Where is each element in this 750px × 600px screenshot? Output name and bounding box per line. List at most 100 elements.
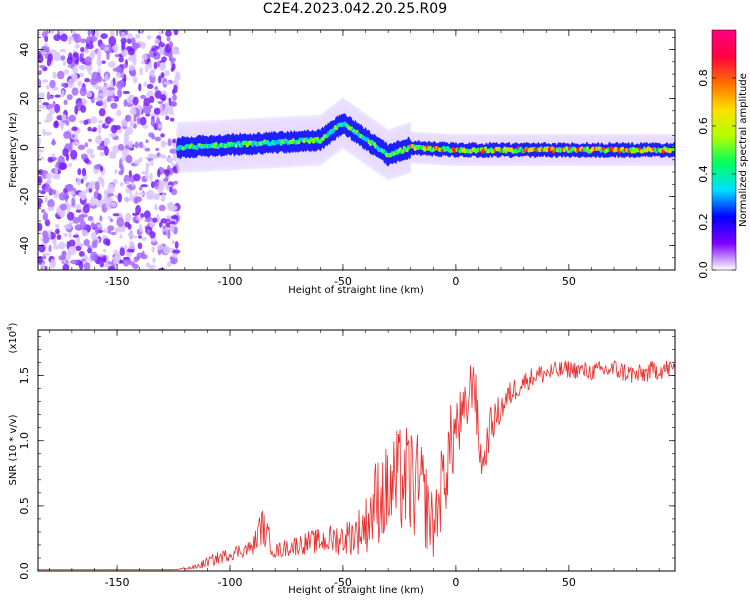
heatmap-noise-cell xyxy=(160,90,167,95)
heatmap-noise-cell xyxy=(175,211,180,216)
heatmap-noise-cell xyxy=(40,208,46,213)
heatmap-noise-cell xyxy=(131,37,136,46)
snr-y-tick-label: 1.0 xyxy=(18,432,31,450)
heatmap-noise-cell xyxy=(81,192,87,201)
heatmap-noise-cell xyxy=(143,210,151,219)
snr-y-tick-label: 0.5 xyxy=(18,497,31,515)
heatmap-noise-cell xyxy=(105,116,112,125)
heatmap-noise-cell xyxy=(94,164,101,170)
heatmap-noise-cell xyxy=(172,249,181,254)
heatmap-noise-cell xyxy=(55,224,60,228)
heatmap-noise-cell xyxy=(42,79,49,83)
heatmap-noise-cell xyxy=(144,63,149,73)
heatmap-noise-cell xyxy=(138,235,142,239)
heatmap-noise-cell xyxy=(154,203,158,211)
heatmap-noise-cell xyxy=(71,73,78,82)
heatmap-noise-cell xyxy=(170,163,177,167)
heatmap-noise-cell xyxy=(118,80,124,87)
spectrogram-x-tick-label: 50 xyxy=(562,275,576,288)
heatmap-noise-cell xyxy=(139,156,143,163)
heatmap-noise-cell xyxy=(75,245,82,251)
heatmap-noise-cell xyxy=(38,175,43,185)
heatmap-noise-cell xyxy=(74,43,80,49)
heatmap-noise-cell xyxy=(133,173,141,182)
heatmap-noise-cell xyxy=(146,35,152,40)
heatmap-noise-cell xyxy=(149,74,156,84)
heatmap-noise-cell xyxy=(101,178,105,188)
heatmap-noise-cell xyxy=(175,71,181,79)
heatmap-noise-cell xyxy=(64,184,73,190)
heatmap-noise-cell xyxy=(70,190,75,196)
heatmap-noise-cell xyxy=(145,162,150,168)
heatmap-noise-cell xyxy=(135,191,139,195)
heatmap-noise-cell xyxy=(139,116,147,126)
chart-title: C2E4.2023.042.20.25.R09 xyxy=(262,1,448,17)
heatmap-noise-cell xyxy=(158,267,166,270)
heatmap-noise-cell xyxy=(135,196,142,203)
heatmap-noise-cell xyxy=(52,156,57,161)
heatmap-noise-cell xyxy=(125,181,130,185)
heatmap-noise-cell xyxy=(89,35,98,42)
heatmap-noise-cell xyxy=(145,191,152,196)
heatmap-noise-cell xyxy=(52,71,57,79)
heatmap-noise-cell xyxy=(68,221,74,225)
heatmap-noise-cell xyxy=(63,131,72,139)
heatmap-noise-cell xyxy=(59,210,64,217)
heatmap-noise-cell xyxy=(158,75,162,84)
heatmap-noise-cell xyxy=(44,195,48,203)
heatmap-noise-cell xyxy=(167,157,174,164)
heatmap-noise-cell xyxy=(72,217,81,224)
heatmap-noise-cell xyxy=(99,151,105,157)
colorbar-tick-label: 0.0 xyxy=(697,261,710,279)
heatmap-noise-cell xyxy=(158,46,163,55)
heatmap-noise-cell xyxy=(172,46,179,55)
heatmap-noise-cell xyxy=(49,79,56,89)
heatmap-noise-cell xyxy=(108,61,116,68)
heatmap-noise-cell xyxy=(79,86,87,97)
heatmap-noise-cell xyxy=(71,126,78,131)
heatmap-noise-cell xyxy=(157,100,164,105)
heatmap-noise-cell xyxy=(164,70,170,77)
heatmap-noise-cell xyxy=(117,143,125,151)
heatmap-noise-cell xyxy=(119,182,124,187)
heatmap-noise-cell xyxy=(42,102,49,106)
heatmap-noise-cell xyxy=(58,162,66,171)
spectrogram-y-axis-label: Frequency (Hz) xyxy=(8,112,19,188)
heatmap-noise-cell xyxy=(132,235,138,239)
heatmap-noise-cell xyxy=(72,52,79,58)
heatmap-noise-cell xyxy=(102,99,108,110)
heatmap-noise-cell xyxy=(60,55,66,61)
heatmap-noise-cell xyxy=(157,244,164,251)
heatmap-noise-cell xyxy=(160,94,167,102)
heatmap-noise-cell xyxy=(129,119,135,128)
heatmap-noise-cell xyxy=(98,108,106,117)
heatmap-noise-cell xyxy=(118,214,123,219)
heatmap-noise-cell xyxy=(54,103,61,114)
heatmap-noise-cell xyxy=(166,222,171,228)
heatmap-noise-cell xyxy=(52,245,61,250)
heatmap-noise-cell xyxy=(80,105,87,113)
heatmap-noise-cell xyxy=(134,141,139,149)
heatmap-noise-cell xyxy=(101,60,106,64)
snr-y-tick-label: 1.5 xyxy=(18,367,31,385)
heatmap-noise-cell xyxy=(38,137,41,147)
heatmap-noise-cell xyxy=(158,204,166,212)
heatmap-noise-cell xyxy=(46,112,53,123)
heatmap-noise-cell xyxy=(38,189,43,193)
colorbar-tick-label: 0.8 xyxy=(697,69,710,87)
heatmap-noise-cell xyxy=(103,248,107,253)
heatmap-noise-cell xyxy=(38,31,41,37)
heatmap-noise-cell xyxy=(83,49,90,54)
heatmap-noise-cell xyxy=(96,86,101,91)
heatmap-noise-cell xyxy=(95,30,100,39)
heatmap-noise-cell xyxy=(60,203,67,211)
heatmap-noise-cell xyxy=(124,197,130,203)
heatmap-noise-cell xyxy=(112,179,118,185)
heatmap-noise-cell xyxy=(151,134,156,140)
heatmap-noise-cell xyxy=(46,95,54,100)
heatmap-noise-cell xyxy=(129,107,137,116)
heatmap-noise-cell xyxy=(46,179,52,184)
heatmap-noise-cell xyxy=(165,115,170,121)
heatmap-noise-cell xyxy=(110,152,117,159)
